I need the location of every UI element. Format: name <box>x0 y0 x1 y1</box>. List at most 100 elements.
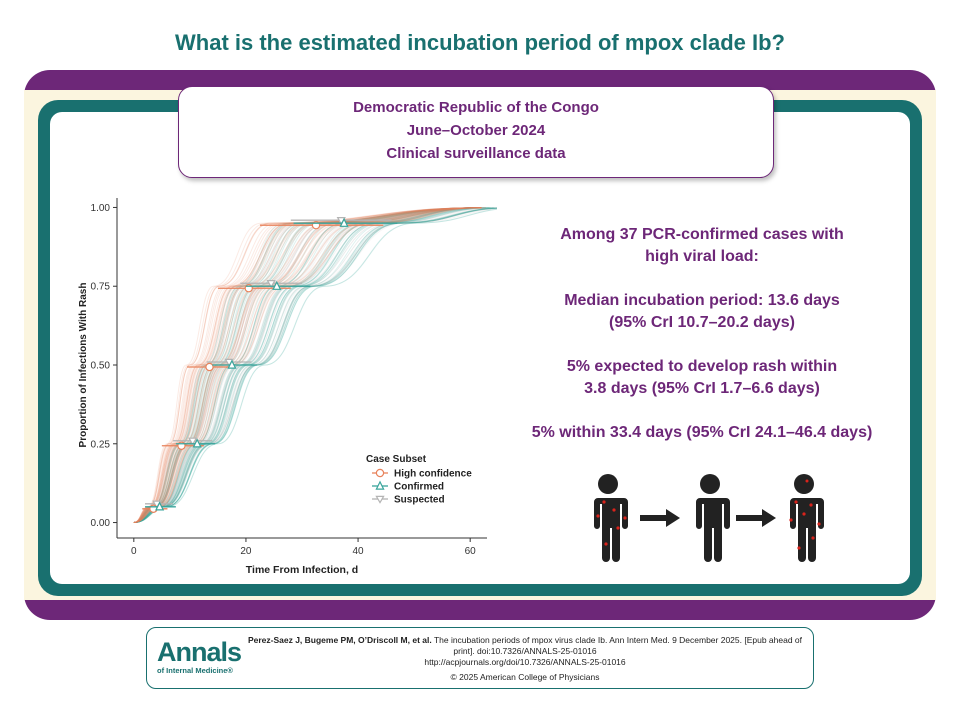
setting-data-source: Clinical surveillance data <box>386 145 566 162</box>
citation-footer: Annals of Internal Medicine® Perez-Saez … <box>146 627 814 689</box>
posterior-curve <box>133 207 482 523</box>
y-tick-label: 0.75 <box>91 282 111 293</box>
quantile-point <box>188 437 198 446</box>
page-title: What is the estimated incubation period … <box>175 30 785 55</box>
posterior-curve <box>133 207 482 523</box>
journal-logo-sub: of Internal Medicine® <box>157 666 233 675</box>
posterior-curve <box>133 207 482 523</box>
study-setting-box: Democratic Republic of the Congo June–Oc… <box>178 86 774 178</box>
posterior-curve <box>133 207 482 523</box>
posterior-curve <box>133 207 482 523</box>
y-tick-label: 0.50 <box>91 361 111 372</box>
finding-lower-line2: 3.8 days (95% CrI 1.7–6.6 days) <box>584 380 820 397</box>
quantile-estimates <box>142 217 398 513</box>
posterior-curve <box>133 207 482 523</box>
copyright: © 2025 American College of Physicians <box>450 672 600 682</box>
posterior-curve <box>133 208 497 523</box>
right-arrow-icon <box>640 509 680 527</box>
posterior-curve <box>133 207 482 523</box>
x-tick-label: 20 <box>240 546 252 557</box>
legend-label: Confirmed <box>394 482 444 493</box>
legend-marker <box>375 468 385 478</box>
quantile-point <box>155 501 165 511</box>
posterior-curve <box>133 207 482 523</box>
chart-legend: Case Subset High confidence Confirmed Suspe… <box>366 454 472 506</box>
posterior-curve <box>133 207 482 523</box>
finding-lower-line1: 5% expected to develop rash within <box>566 358 838 375</box>
legend-marker <box>375 480 385 490</box>
posterior-curve <box>133 207 482 523</box>
posterior-curve <box>133 207 482 523</box>
x-tick-label: 0 <box>131 546 137 557</box>
legend-title: Case Subset <box>366 454 427 465</box>
posterior-curve <box>133 207 482 523</box>
posterior-curve <box>133 207 482 523</box>
key-findings: Among 37 PCR-confirmed cases with high v… <box>496 224 908 466</box>
posterior-curve <box>133 207 482 523</box>
posterior-curve <box>133 207 482 523</box>
finding-median: Median incubation period: 13.6 days (95%… <box>496 290 908 334</box>
citation-link[interactable]: http://acpjournals.org/doi/10.7326/ANNAL… <box>424 657 626 667</box>
content-card <box>50 112 910 584</box>
finding-median-line2: (95% CrI 10.7–20.2 days) <box>609 314 795 331</box>
finding-upper-tail: 5% within 33.4 days (95% CrI 24.1–46.4 d… <box>496 422 908 444</box>
quantile-point <box>227 359 237 369</box>
posterior-curve <box>133 207 482 523</box>
journal-logo: Annals of Internal Medicine® <box>157 637 242 675</box>
posterior-curve <box>133 207 482 523</box>
posterior-curve <box>133 207 482 523</box>
setting-country: Democratic Republic of the Congo <box>353 99 599 116</box>
finding-cohort: Among 37 PCR-confirmed cases with high v… <box>496 224 908 268</box>
posterior-curve <box>133 207 497 523</box>
posterior-curve <box>133 208 497 523</box>
citation-reference: The incubation periods of mpox virus cla… <box>433 635 803 656</box>
journal-logo-main: Annals <box>157 637 242 667</box>
posterior-curve <box>133 207 497 523</box>
person-with-rash-icon <box>788 474 824 562</box>
quantile-point <box>272 280 282 290</box>
posterior-curve <box>133 207 482 523</box>
posterior-curve <box>133 207 482 523</box>
posterior-curve <box>133 207 482 523</box>
posterior-curve <box>133 207 497 523</box>
rash-progression-icons <box>586 472 836 562</box>
setting-period: June–October 2024 <box>406 122 546 139</box>
quantile-point <box>192 438 202 448</box>
x-tick-label: 40 <box>352 546 364 557</box>
posterior-curve <box>133 207 482 523</box>
citation: Perez-Saez J, Bugeme PM, O’Driscoll M, e… <box>243 635 807 683</box>
finding-cohort-line2: high viral load: <box>645 248 759 265</box>
person-with-rash-icon <box>592 474 628 562</box>
quantile-point <box>266 280 276 289</box>
posterior-curve <box>133 207 482 523</box>
x-axis-label: Time From Infection, d <box>246 564 358 576</box>
chart-axes: 0.00 0.25 0.50 0.75 1.00 0 20 40 60 Time From Inf… <box>78 198 487 576</box>
y-tick-label: 0.00 <box>91 518 111 529</box>
legend-marker <box>375 495 385 504</box>
finding-cohort-line1: Among 37 PCR-confirmed cases with <box>560 226 844 243</box>
y-tick-label: 0.25 <box>91 439 111 450</box>
posterior-curve <box>133 207 497 523</box>
posterior-curve <box>133 207 482 523</box>
finding-upper-line1: 5% within 33.4 days (95% CrI 24.1–46.4 d… <box>531 424 873 441</box>
posterior-curve <box>133 207 482 523</box>
posterior-curve <box>133 207 482 523</box>
posterior-curve <box>133 207 482 523</box>
legend-label: High confidence <box>394 469 472 480</box>
x-tick-label: 60 <box>465 546 477 557</box>
posterior-curve <box>133 207 482 523</box>
y-axis-label: Proportion of Infections With Rash <box>78 283 89 448</box>
posterior-curve <box>133 207 497 523</box>
quantile-point <box>205 362 214 372</box>
legend-label: Suspected <box>394 495 445 506</box>
posterior-curve <box>133 207 482 523</box>
y-tick-label: 1.00 <box>91 203 111 214</box>
posterior-curve <box>133 207 482 523</box>
incubation-chart-svg: 0.00 0.25 0.50 0.75 1.00 0 20 40 60 Time From Inf… <box>78 198 497 576</box>
posterior-curve <box>133 207 497 523</box>
posterior-curve <box>133 207 482 523</box>
posterior-curve <box>133 207 482 523</box>
posterior-curve <box>133 207 482 523</box>
posterior-curve <box>133 207 497 523</box>
quantile-point <box>339 217 349 227</box>
